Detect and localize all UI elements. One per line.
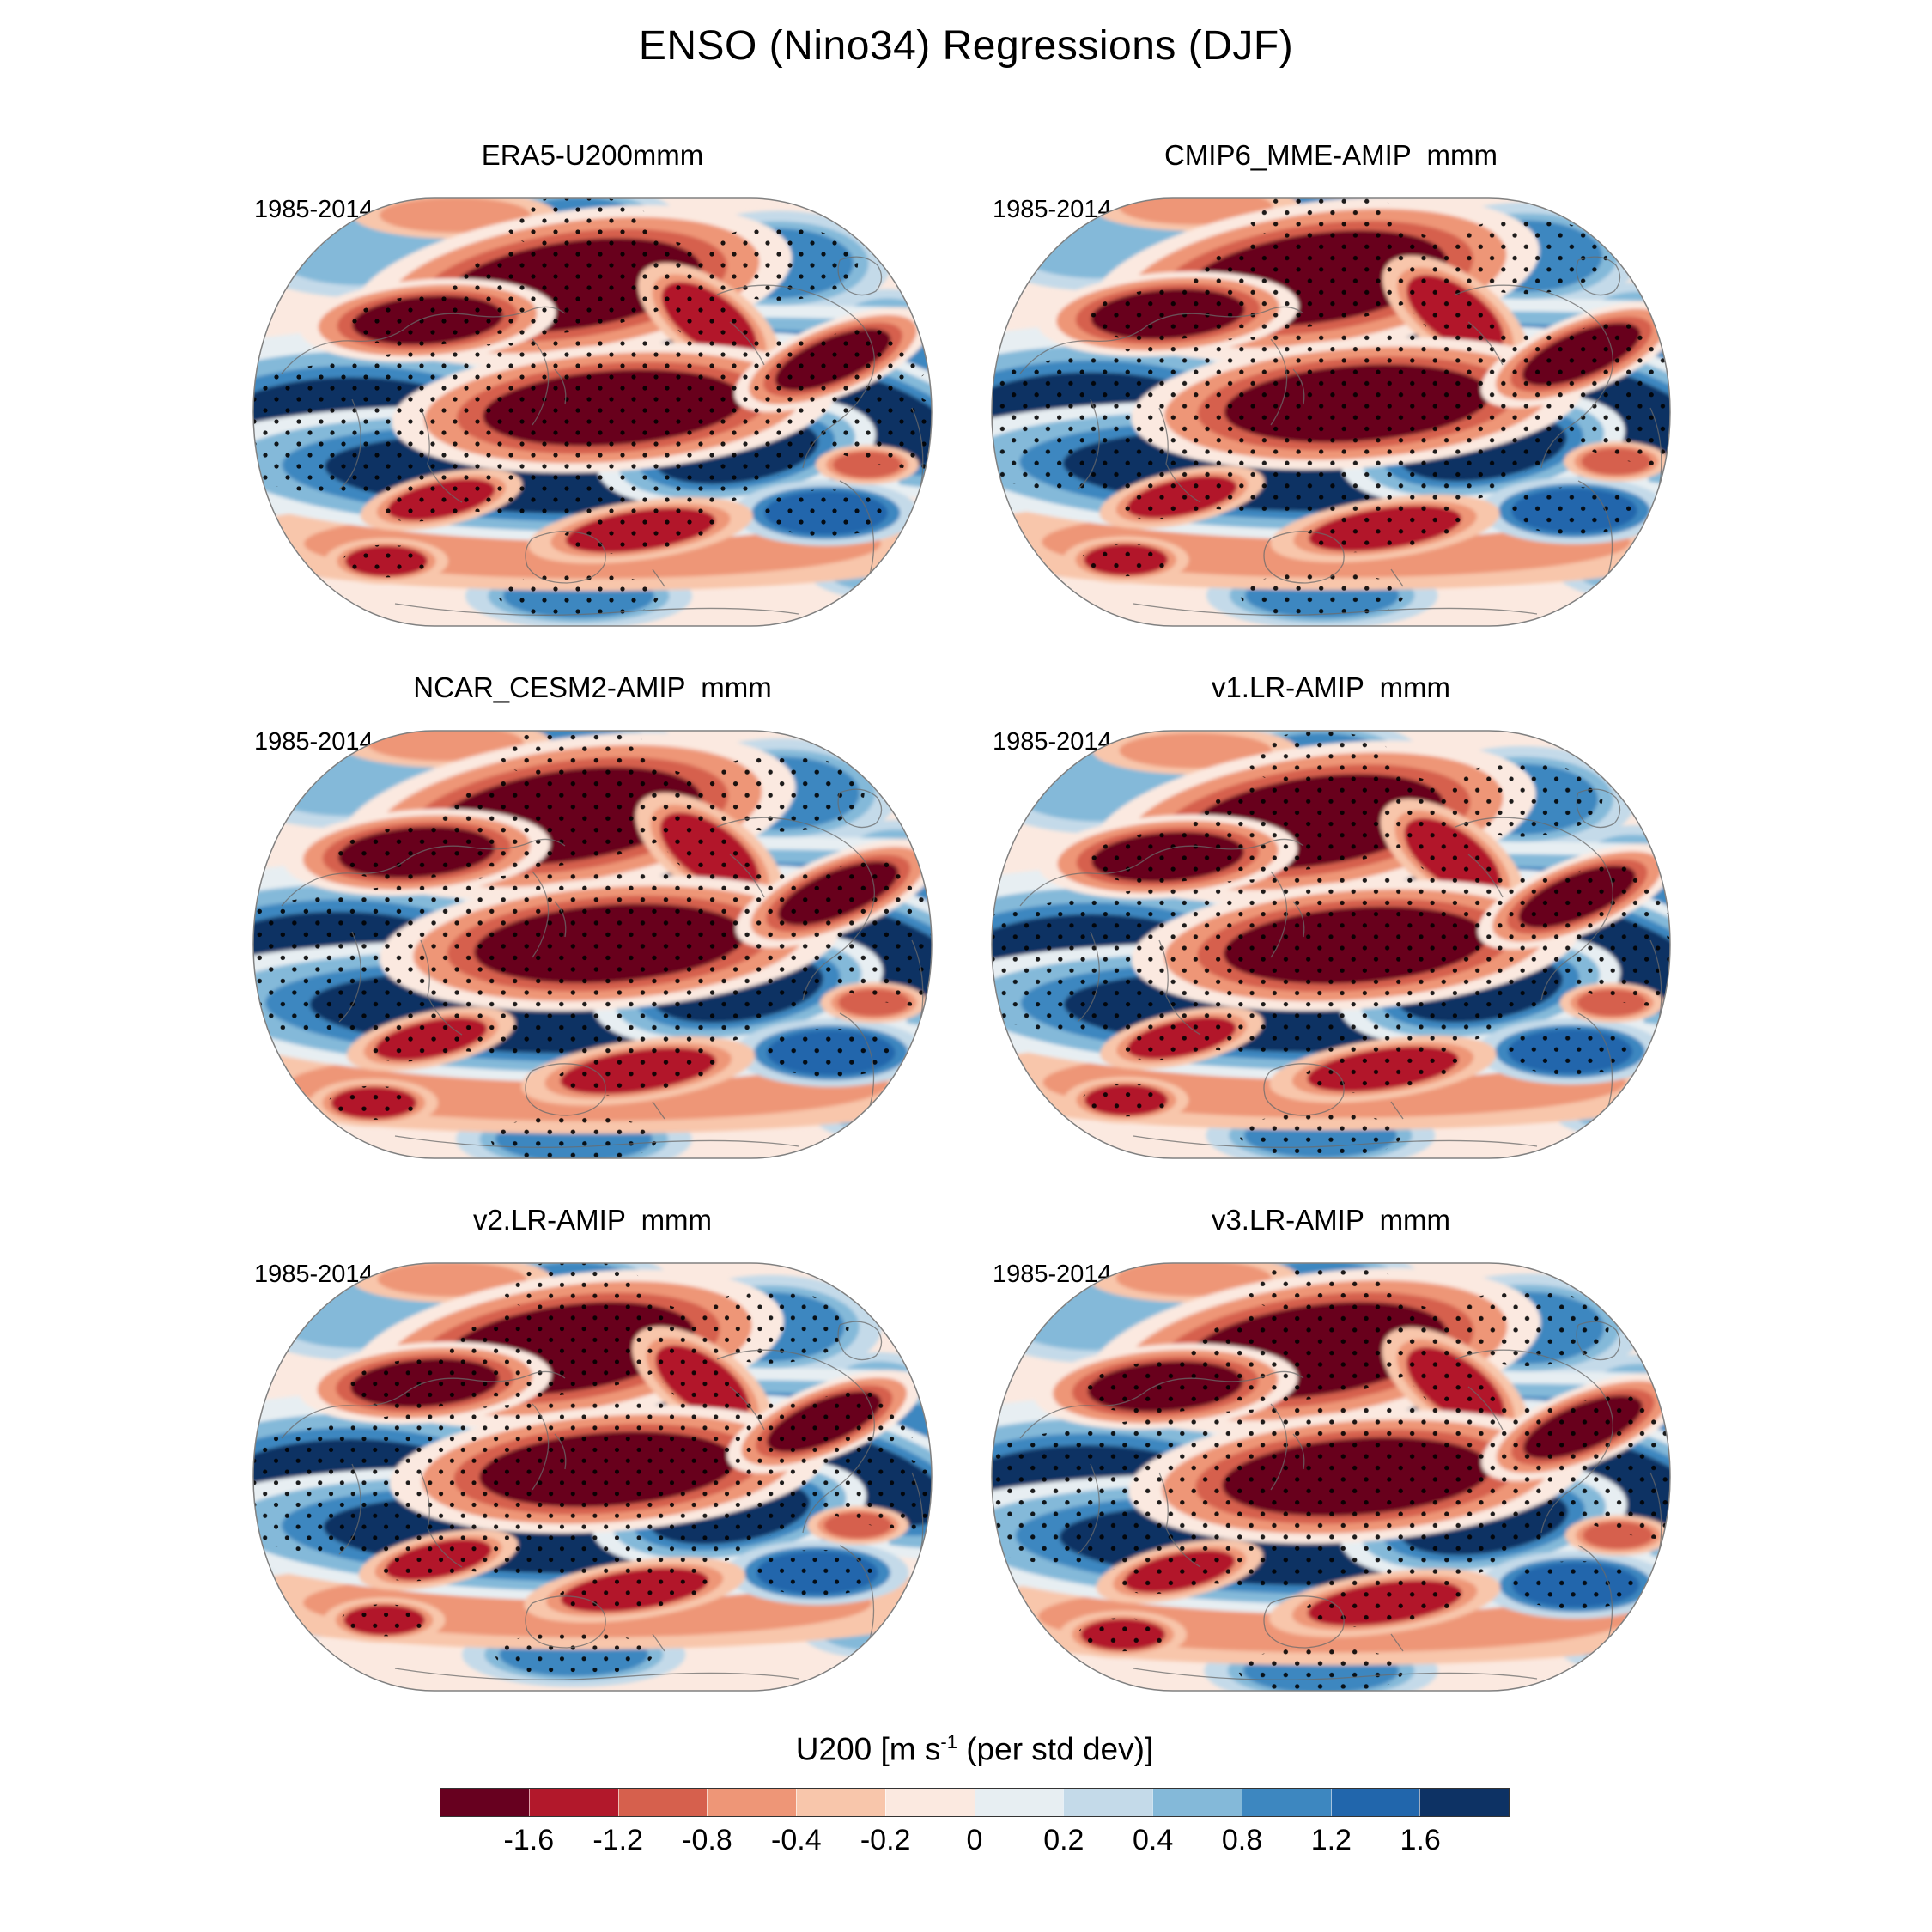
colorbar-tick: -0.2 xyxy=(860,1824,911,1856)
colorbar-segment-8 xyxy=(1152,1789,1242,1816)
panel-title: CMIP6_MME-AMIP mmm xyxy=(1163,139,1498,171)
panel-period-label: 1985-2014 xyxy=(993,728,1112,756)
colorbar-segment-0 xyxy=(440,1789,529,1816)
panel-period-label: 1985-2014 xyxy=(993,196,1112,223)
colorbar-segment-4 xyxy=(796,1789,885,1816)
panel-title: ERA5-U200mmm xyxy=(481,139,704,171)
panel-period-label: 1985-2014 xyxy=(254,196,374,223)
colorbar-tick: 0 xyxy=(966,1824,983,1856)
colorbar-tick: 1.2 xyxy=(1310,1824,1352,1856)
colorbar-tick: -0.8 xyxy=(682,1824,732,1856)
colorbar-tick: 1.6 xyxy=(1400,1824,1441,1856)
colorbar-tick: 0.8 xyxy=(1221,1824,1263,1856)
map-panel-cmip6: CMIP6_MME-AMIP mmm 1985-2014 xyxy=(953,129,1709,644)
colorbar-segment-9 xyxy=(1241,1789,1331,1816)
projection-outline xyxy=(991,730,1671,1159)
map-plot xyxy=(991,730,1671,1159)
panel-title: v2.LR-AMIP mmm xyxy=(472,1204,713,1236)
colorbar-segment-5 xyxy=(884,1789,975,1816)
projection-outline xyxy=(991,1262,1671,1692)
map-plot xyxy=(991,1262,1671,1692)
projection-outline xyxy=(252,197,933,627)
coastlines xyxy=(281,256,924,623)
map-panel-era5: ERA5-U200mmm 1985-2014 xyxy=(215,129,970,644)
coastlines xyxy=(281,788,924,1156)
colorbar-tick: -0.4 xyxy=(771,1824,822,1856)
projection-outline xyxy=(991,197,1671,627)
panel-title: v3.LR-AMIP mmm xyxy=(1211,1204,1451,1236)
colorbar-title-prefix: U200 [m s xyxy=(795,1731,941,1767)
coastlines xyxy=(1019,256,1662,623)
map-panel-v1lr: v1.LR-AMIP mmm 1985-2014 xyxy=(953,661,1709,1176)
map-plot xyxy=(991,197,1671,627)
panel-title: NCAR_CESM2-AMIP mmm xyxy=(413,671,772,703)
map-panel-v3lr: v3.LR-AMIP mmm 1985-2014 xyxy=(953,1194,1709,1709)
map-panel-v2lr: v2.LR-AMIP mmm 1985-2014 xyxy=(215,1194,970,1709)
colorbar-tick: -1.6 xyxy=(503,1824,555,1856)
projection-outline xyxy=(252,730,933,1159)
colorbar-title: U200 [m s-1 (per std dev)] xyxy=(440,1731,1510,1767)
colorbar-segment-10 xyxy=(1330,1789,1420,1816)
colorbar-tick: 0.2 xyxy=(1043,1824,1084,1856)
colorbar-segment-11 xyxy=(1419,1789,1509,1816)
colorbar-title-exponent: -1 xyxy=(940,1731,957,1753)
figure-title: ENSO (Nino34) Regressions (DJF) xyxy=(638,23,1294,69)
colorbar-segment-1 xyxy=(528,1789,618,1816)
colorbar xyxy=(440,1788,1510,1817)
map-panel-ncar: NCAR_CESM2-AMIP mmm 1985-2014 xyxy=(215,661,970,1176)
panel-period-label: 1985-2014 xyxy=(993,1261,1112,1288)
colorbar-tick: -1.2 xyxy=(592,1824,643,1856)
colorbar-segment-7 xyxy=(1063,1789,1152,1816)
panel-title: v1.LR-AMIP mmm xyxy=(1211,671,1451,703)
panel-period-label: 1985-2014 xyxy=(254,1261,374,1288)
map-plot xyxy=(252,730,933,1159)
colorbar-segment-3 xyxy=(707,1789,796,1816)
colorbar-segment-6 xyxy=(974,1789,1064,1816)
coastlines xyxy=(281,1321,924,1688)
colorbar-tick: 0.4 xyxy=(1133,1824,1174,1856)
colorbar-segment-2 xyxy=(617,1789,708,1816)
map-plot xyxy=(252,197,933,627)
colorbar-title-suffix: (per std dev)] xyxy=(957,1731,1154,1767)
map-plot xyxy=(252,1262,933,1692)
panel-period-label: 1985-2014 xyxy=(254,728,374,756)
projection-outline xyxy=(252,1262,933,1692)
